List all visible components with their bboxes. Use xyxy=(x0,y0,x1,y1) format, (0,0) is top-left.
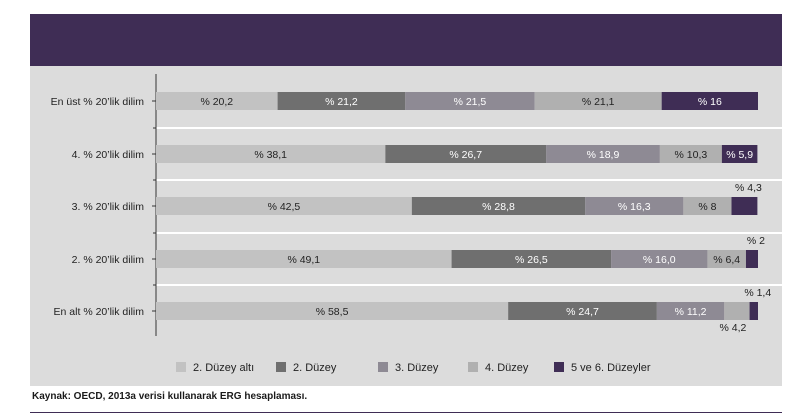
legend-swatch xyxy=(378,362,388,372)
bar-segment xyxy=(156,197,412,215)
source-note: Kaynak: OECD, 2013a verisi kullanarak ER… xyxy=(32,391,308,402)
data-label: % 4,2 xyxy=(720,322,747,334)
bar-segment xyxy=(656,302,725,320)
data-label: % 26,5 xyxy=(515,254,548,266)
bar-segment xyxy=(508,302,657,320)
legend-swatch xyxy=(468,362,478,372)
legend-label: 4. Düzey xyxy=(485,362,529,374)
bar-segment xyxy=(745,250,758,268)
data-label: % 21,1 xyxy=(582,96,615,108)
data-label: % 18,9 xyxy=(587,149,620,161)
bar-segment xyxy=(731,197,758,215)
category-label: 2. % 20’lik dilim xyxy=(72,254,145,266)
data-label: % 10,3 xyxy=(675,149,708,161)
bar-segment xyxy=(659,145,722,163)
data-label: % 1,4 xyxy=(744,287,771,299)
category-label: En üst % 20’lik dilim xyxy=(51,96,145,108)
data-label: % 21,5 xyxy=(454,96,487,108)
bar-segment xyxy=(411,197,586,215)
legend-swatch xyxy=(176,362,186,372)
bar-segment xyxy=(451,250,612,268)
data-label: % 2 xyxy=(747,235,765,247)
stacked-bar-chart: En üst % 20’lik dilim 4. % 20’lik dilim 3.… xyxy=(51,74,782,374)
data-label: % 26,7 xyxy=(449,149,482,161)
data-label: % 6,4 xyxy=(713,254,740,266)
data-label: % 42,5 xyxy=(268,201,301,213)
row-separator xyxy=(156,179,782,181)
legend-label: 2. Düzey altı xyxy=(193,362,254,374)
category-label: En alt % 20’lik dilim xyxy=(54,306,145,318)
data-label: % 8 xyxy=(698,201,716,213)
data-label: % 16 xyxy=(698,96,722,108)
bar-segment xyxy=(156,250,452,268)
bar-segment xyxy=(707,250,746,268)
data-label: % 38,1 xyxy=(254,149,287,161)
bar-segment xyxy=(661,92,758,110)
data-label: % 20,2 xyxy=(200,96,233,108)
bar-segment xyxy=(156,92,278,110)
data-label: % 4,3 xyxy=(735,182,762,194)
legend-label: 5 ve 6. Düzeyler xyxy=(571,362,651,374)
data-label: % 49,1 xyxy=(287,254,320,266)
data-label: % 5,9 xyxy=(726,149,753,161)
data-label: % 58,5 xyxy=(316,306,349,318)
bar-segment xyxy=(534,92,662,110)
legend-label: 3. Düzey xyxy=(395,362,439,374)
bar-segment xyxy=(385,145,547,163)
legend-swatch xyxy=(554,362,564,372)
chart-panel: En üst % 20’lik dilim 4. % 20’lik dilim 3.… xyxy=(30,66,782,386)
data-label: % 16,0 xyxy=(643,254,676,266)
row-separator xyxy=(156,127,782,129)
row-separator xyxy=(156,232,782,234)
bar-segment xyxy=(405,92,535,110)
bottom-rule xyxy=(30,412,782,413)
bar-segment xyxy=(724,302,750,320)
bar-segment xyxy=(683,197,732,215)
bar-segment xyxy=(156,302,509,320)
data-label: % 11,2 xyxy=(675,306,707,318)
bar-segment xyxy=(721,145,758,163)
bar-segment xyxy=(277,92,406,110)
category-label: 3. % 20’lik dilim xyxy=(72,201,145,213)
header-band xyxy=(30,14,782,66)
legend-swatch xyxy=(276,362,286,372)
data-label: % 28,8 xyxy=(482,201,515,213)
data-label: % 24,7 xyxy=(566,306,599,318)
bar-segment xyxy=(156,145,386,163)
row-separator xyxy=(156,284,782,286)
bar-segment xyxy=(546,145,660,163)
bar-segment xyxy=(585,197,684,215)
bar-segment xyxy=(611,250,708,268)
bar-segment xyxy=(749,302,758,320)
data-label: % 16,3 xyxy=(618,201,651,213)
category-label: 4. % 20’lik dilim xyxy=(72,149,145,161)
data-label: % 21,2 xyxy=(325,96,358,108)
legend-label: 2. Düzey xyxy=(293,362,337,374)
